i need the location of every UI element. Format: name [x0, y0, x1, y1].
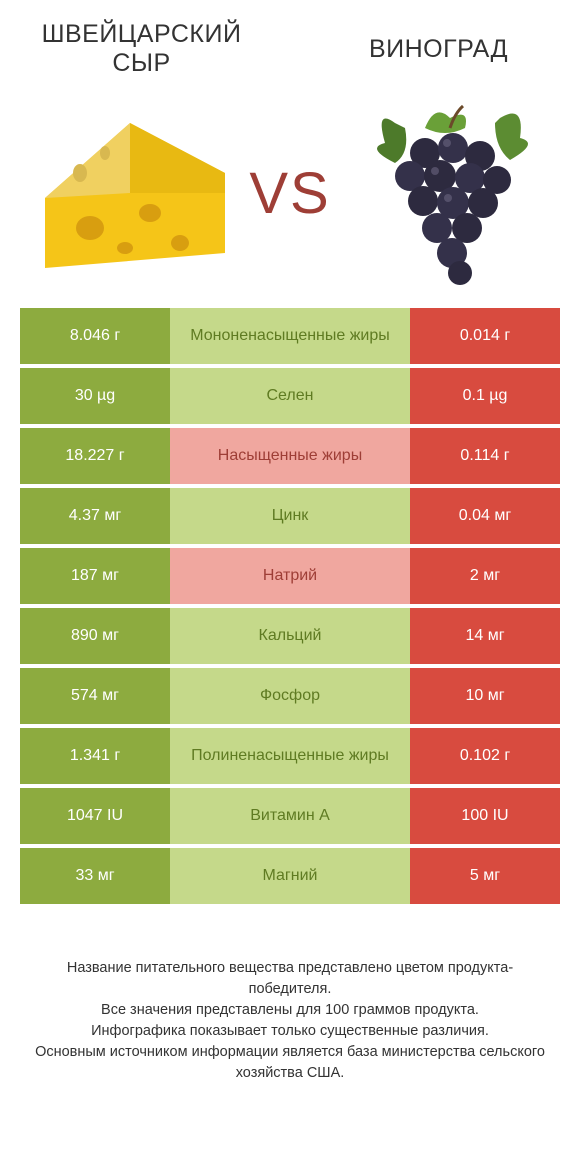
left-value-cell: 890 мг — [20, 608, 170, 664]
table-row: 4.37 мгЦинк0.04 мг — [20, 488, 560, 544]
right-product-title: ВИНОГРАД — [317, 35, 560, 64]
table-row: 187 мгНатрий2 мг — [20, 548, 560, 604]
right-value-cell: 10 мг — [410, 668, 560, 724]
footer-line: Инфографика показывает только существенн… — [30, 1021, 550, 1042]
left-value-cell: 8.046 г — [20, 308, 170, 364]
left-value-cell: 187 мг — [20, 548, 170, 604]
footer-line: Основным источником информации является … — [30, 1042, 550, 1084]
table-row: 1.341 гПолиненасыщенные жиры0.102 г — [20, 728, 560, 784]
table-row: 574 мгФосфор10 мг — [20, 668, 560, 724]
nutrient-name-cell: Фосфор — [170, 668, 410, 724]
left-value-cell: 574 мг — [20, 668, 170, 724]
nutrient-name-cell: Мононенасыщенные жиры — [170, 308, 410, 364]
nutrient-name-cell: Полиненасыщенные жиры — [170, 728, 410, 784]
right-value-cell: 100 IU — [410, 788, 560, 844]
left-value-cell: 1047 IU — [20, 788, 170, 844]
table-row: 30 µgСелен0.1 µg — [20, 368, 560, 424]
left-product-title: ШВЕЙЦАРСКИЙ СЫР — [20, 20, 263, 78]
left-value-cell: 1.341 г — [20, 728, 170, 784]
right-value-cell: 0.014 г — [410, 308, 560, 364]
footer-line: Все значения представлены для 100 граммо… — [30, 1000, 550, 1021]
left-value-cell: 30 µg — [20, 368, 170, 424]
nutrient-name-cell: Витамин A — [170, 788, 410, 844]
grape-icon — [350, 98, 550, 288]
nutrient-name-cell: Цинк — [170, 488, 410, 544]
vs-label: VS — [249, 160, 330, 227]
nutrient-name-cell: Кальций — [170, 608, 410, 664]
right-value-cell: 5 мг — [410, 848, 560, 904]
footer-line: Название питательного вещества представл… — [30, 958, 550, 1000]
images-row: VS — [0, 88, 580, 308]
table-row: 890 мгКальций14 мг — [20, 608, 560, 664]
right-value-cell: 0.102 г — [410, 728, 560, 784]
table-row: 18.227 гНасыщенные жиры0.114 г — [20, 428, 560, 484]
table-row: 33 мгМагний5 мг — [20, 848, 560, 904]
table-row: 1047 IUВитамин A100 IU — [20, 788, 560, 844]
right-value-cell: 0.114 г — [410, 428, 560, 484]
table-row: 8.046 гМононенасыщенные жиры0.014 г — [20, 308, 560, 364]
cheese-icon — [30, 98, 230, 288]
right-value-cell: 14 мг — [410, 608, 560, 664]
nutrient-name-cell: Натрий — [170, 548, 410, 604]
header-titles: ШВЕЙЦАРСКИЙ СЫР ВИНОГРАД — [0, 0, 580, 88]
footer-notes: Название питательного вещества представл… — [0, 908, 580, 1104]
left-value-cell: 18.227 г — [20, 428, 170, 484]
left-value-cell: 33 мг — [20, 848, 170, 904]
right-value-cell: 0.1 µg — [410, 368, 560, 424]
comparison-table: 8.046 гМононенасыщенные жиры0.014 г30 µg… — [0, 308, 580, 904]
nutrient-name-cell: Селен — [170, 368, 410, 424]
nutrient-name-cell: Насыщенные жиры — [170, 428, 410, 484]
nutrient-name-cell: Магний — [170, 848, 410, 904]
right-value-cell: 2 мг — [410, 548, 560, 604]
left-value-cell: 4.37 мг — [20, 488, 170, 544]
right-value-cell: 0.04 мг — [410, 488, 560, 544]
